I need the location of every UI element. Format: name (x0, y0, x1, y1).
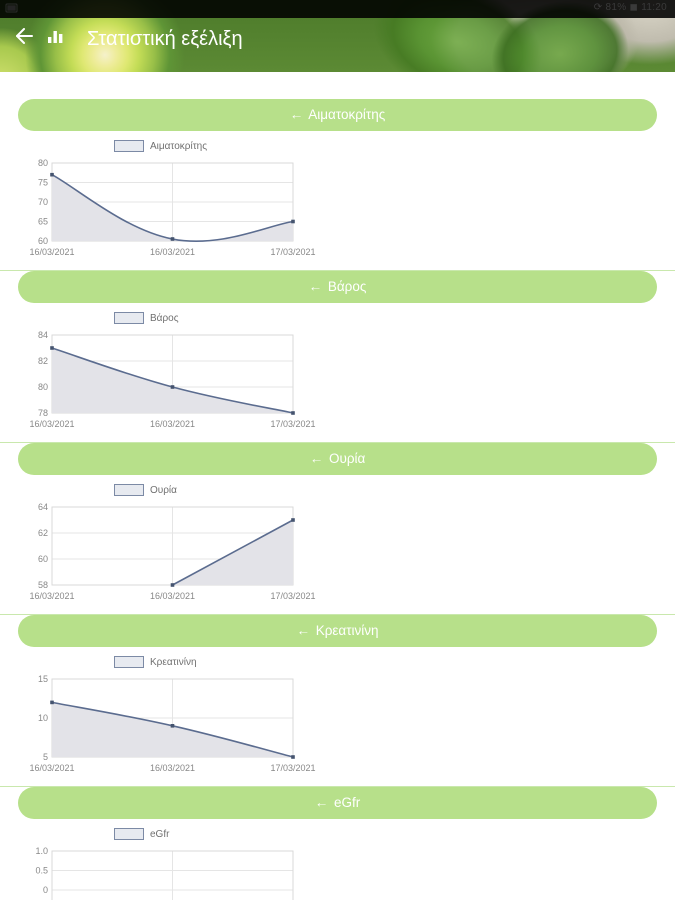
svg-text:62: 62 (38, 528, 48, 538)
svg-text:17/03/2021: 17/03/2021 (270, 591, 315, 601)
svg-text:0: 0 (43, 885, 48, 895)
svg-text:78: 78 (38, 408, 48, 418)
svg-text:10: 10 (38, 713, 48, 723)
svg-text:16/03/2021: 16/03/2021 (29, 591, 74, 601)
svg-text:60: 60 (38, 554, 48, 564)
svg-text:16/03/2021: 16/03/2021 (29, 763, 74, 773)
svg-text:1.0: 1.0 (35, 846, 48, 856)
svg-text:0.5: 0.5 (35, 866, 48, 876)
svg-text:16/03/2021: 16/03/2021 (29, 419, 74, 429)
svg-text:75: 75 (38, 178, 48, 188)
svg-text:16/03/2021: 16/03/2021 (150, 591, 195, 601)
svg-text:84: 84 (38, 330, 48, 340)
svg-text:80: 80 (38, 158, 48, 168)
svg-text:17/03/2021: 17/03/2021 (270, 247, 315, 257)
svg-text:5: 5 (43, 752, 48, 762)
svg-text:15: 15 (38, 674, 48, 684)
svg-text:16/03/2021: 16/03/2021 (29, 247, 74, 257)
svg-text:65: 65 (38, 217, 48, 227)
svg-text:16/03/2021: 16/03/2021 (150, 763, 195, 773)
svg-text:64: 64 (38, 502, 48, 512)
svg-text:17/03/2021: 17/03/2021 (270, 419, 315, 429)
svg-text:16/03/2021: 16/03/2021 (150, 419, 195, 429)
svg-text:82: 82 (38, 356, 48, 366)
svg-text:58: 58 (38, 580, 48, 590)
svg-text:80: 80 (38, 382, 48, 392)
svg-text:70: 70 (38, 197, 48, 207)
svg-text:16/03/2021: 16/03/2021 (150, 247, 195, 257)
svg-text:60: 60 (38, 236, 48, 246)
svg-text:17/03/2021: 17/03/2021 (270, 763, 315, 773)
